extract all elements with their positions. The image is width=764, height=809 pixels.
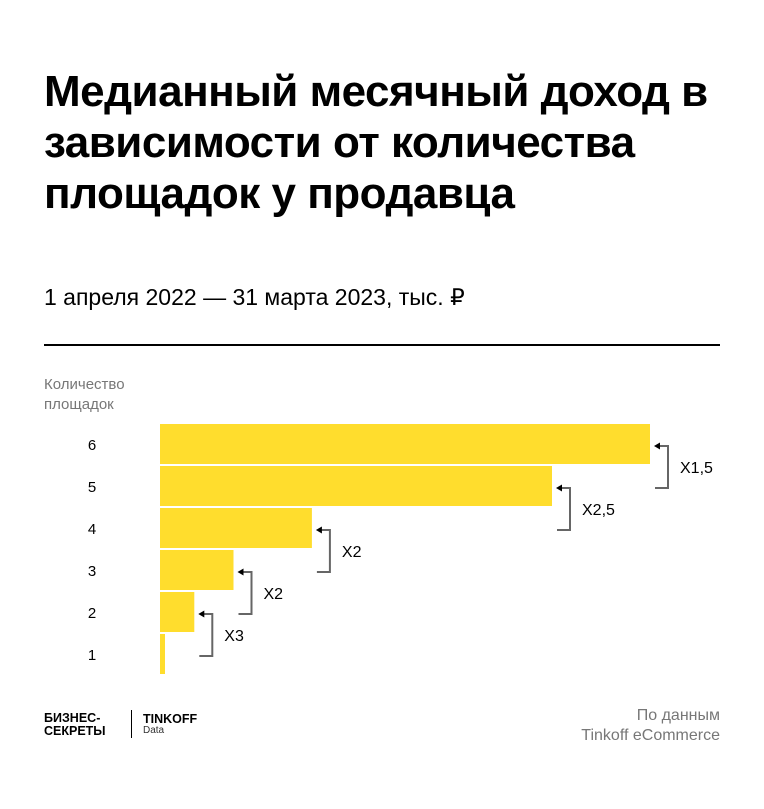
multiplier-label: X3 bbox=[224, 628, 244, 645]
logo-separator bbox=[131, 710, 132, 738]
arrow-icon bbox=[654, 442, 660, 450]
y-axis-label: Количество площадок bbox=[44, 375, 164, 415]
tinkoff-logo-sub: Data bbox=[143, 725, 165, 736]
source-line1: По данным bbox=[636, 707, 720, 724]
multiplier-label: X2 bbox=[342, 544, 362, 561]
arrow-icon bbox=[237, 568, 244, 576]
bar bbox=[160, 550, 234, 590]
arrow-icon bbox=[315, 526, 322, 534]
category-label: 2 bbox=[88, 605, 96, 622]
logo1-line2: СЕКРЕТЫ bbox=[44, 724, 106, 738]
multiplier-label: X1,5 bbox=[680, 460, 713, 477]
bar bbox=[160, 592, 195, 632]
bar bbox=[160, 466, 552, 506]
source-note: По данным Tinkoff eCommerce bbox=[581, 706, 720, 746]
bar bbox=[160, 634, 165, 674]
bracket-line bbox=[316, 529, 331, 573]
chart-title: Медианный месячный доход в зависимости о… bbox=[44, 67, 708, 218]
biznes-sekrety-logo: БИЗНЕС- СЕКРЕТЫ bbox=[44, 712, 106, 738]
bracket-line bbox=[655, 445, 669, 489]
bar bbox=[160, 508, 312, 548]
arrow-icon bbox=[198, 610, 205, 618]
category-label: 1 bbox=[88, 647, 96, 664]
chart-subtitle: 1 апреля 2022 — 31 марта 2023, тыс. ₽ bbox=[44, 284, 465, 310]
tinkoff-logo: TINKOFF bbox=[143, 712, 198, 726]
multiplier-label: X2 bbox=[264, 586, 284, 603]
arrow-icon bbox=[556, 484, 562, 492]
bracket-line bbox=[557, 487, 571, 531]
y-axis-label-line1: Количество bbox=[44, 376, 125, 393]
divider bbox=[44, 344, 720, 346]
bar bbox=[160, 424, 650, 464]
category-label: 4 bbox=[88, 521, 96, 538]
bracket-line bbox=[238, 571, 253, 615]
multiplier-label: X2,5 bbox=[582, 502, 615, 519]
category-label: 6 bbox=[88, 437, 96, 454]
logo1-line1: БИЗНЕС- bbox=[44, 711, 101, 725]
source-line2: Tinkoff eCommerce bbox=[581, 727, 720, 744]
y-axis-label-line2: площадок bbox=[44, 396, 114, 413]
category-label: 5 bbox=[88, 479, 96, 496]
bracket-line bbox=[199, 613, 214, 657]
category-label: 3 bbox=[88, 563, 96, 580]
